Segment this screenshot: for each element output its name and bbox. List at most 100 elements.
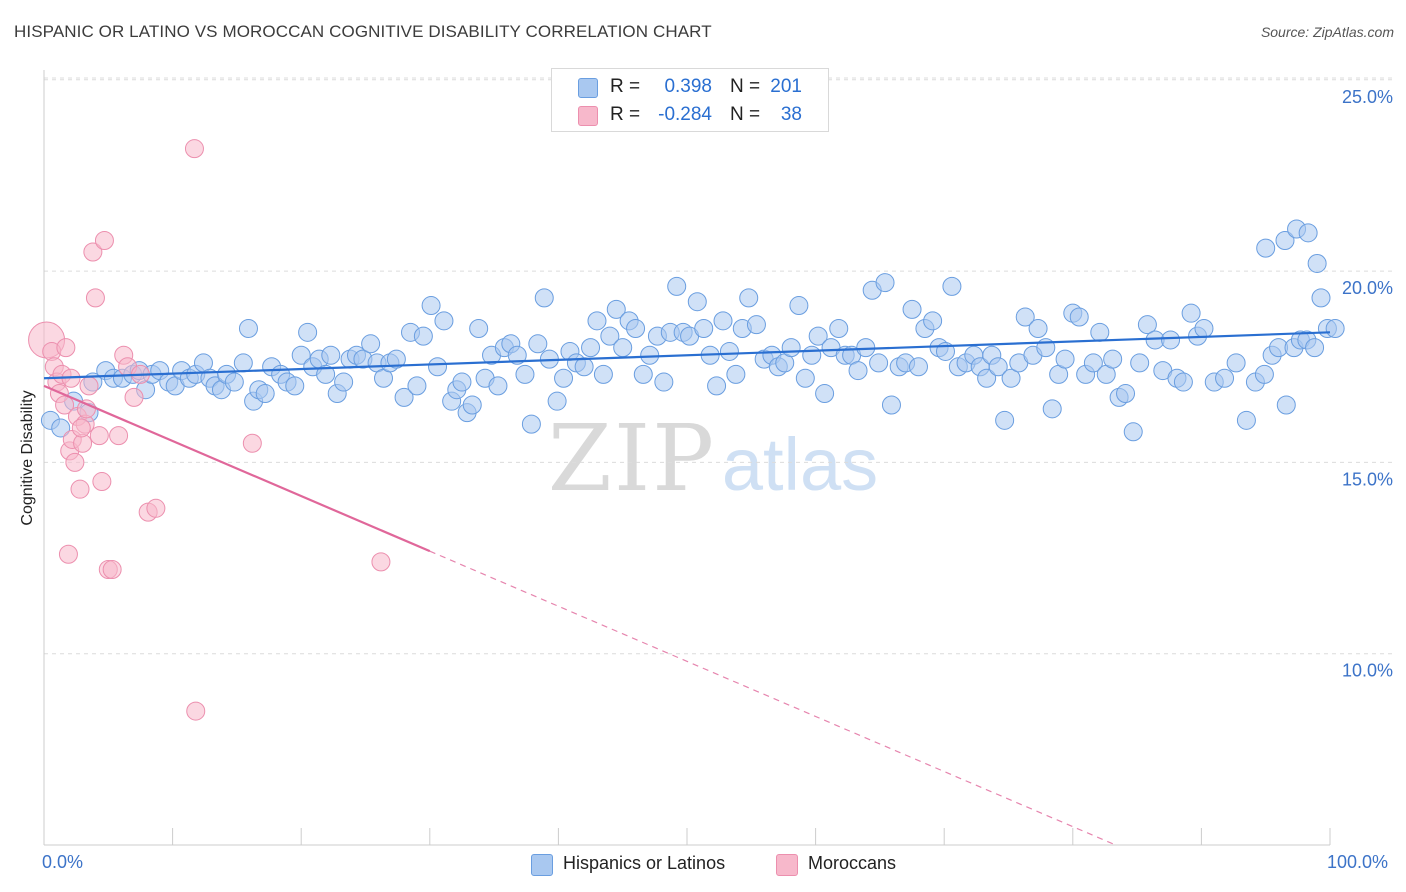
hispanic-point [1298, 223, 1318, 243]
hispanic-point [942, 276, 962, 296]
hispanic-point [528, 334, 548, 354]
hispanic-point [255, 384, 275, 404]
y-tick-label: 25.0% [1342, 87, 1393, 107]
hispanic-point [587, 311, 607, 331]
hispanic-point [334, 372, 354, 392]
hispanic-point [291, 345, 311, 365]
bottom-legend-swatch-moroccans [776, 854, 798, 876]
hispanic-point [908, 357, 928, 377]
hispanic-point [428, 357, 448, 377]
hispanic-point [606, 299, 626, 319]
hispanic-point [469, 318, 489, 338]
moroccan-point [79, 376, 99, 396]
hispanic-point [875, 273, 895, 293]
hispanic-point [726, 364, 746, 384]
hispanic-point [534, 288, 554, 308]
hispanic-point [923, 311, 943, 331]
moroccan-point [70, 479, 90, 499]
hispanic-point [654, 372, 674, 392]
hispanic-point [1069, 307, 1089, 327]
hispanic-point [977, 368, 997, 388]
hispanic-point [640, 345, 660, 365]
hispanic-point [988, 357, 1008, 377]
moroccan-point [56, 338, 76, 358]
legend-r-value: 0.398 [664, 76, 712, 97]
hispanic-point [1083, 353, 1103, 373]
hispanic-point [452, 372, 472, 392]
hispanic-point [829, 318, 849, 338]
hispanic-point [808, 326, 828, 346]
legend-r-label: R = [610, 76, 641, 97]
y-tick-label: 15.0% [1342, 469, 1393, 489]
hispanic-point [554, 368, 574, 388]
hispanic-point [593, 364, 613, 384]
legend-r-value: -0.284 [658, 104, 712, 125]
source-label: Source: ZipAtlas.com [1260, 24, 1394, 40]
hispanic-point [719, 341, 739, 361]
y-axis-label: Cognitive Disability [19, 390, 36, 526]
hispanic-point [1161, 330, 1181, 350]
legend-r-label: R = [610, 104, 641, 125]
hispanic-point [1090, 322, 1110, 342]
moroccan-point [55, 395, 75, 415]
hispanic-point [633, 364, 653, 384]
legend-row-moroccans: R = -0.284 N = 38 [552, 101, 828, 129]
hispanic-point [421, 296, 441, 316]
hispanic-point [1116, 384, 1136, 404]
chart-title: HISPANIC OR LATINO VS MOROCCAN COGNITIVE… [14, 22, 712, 41]
hispanic-point [781, 338, 801, 358]
x-tick-label-left: 0.0% [42, 852, 84, 872]
hispanic-point [386, 349, 406, 369]
hispanic-point [707, 376, 727, 396]
hispanic-point [1215, 368, 1235, 388]
hispanic-point [848, 361, 868, 381]
watermark-atlas: atlas [722, 423, 878, 506]
moroccan-point [242, 433, 262, 453]
hispanic-point [285, 376, 305, 396]
hispanic-point [394, 387, 414, 407]
hispanic-point [1325, 318, 1345, 338]
hispanic-point [713, 311, 733, 331]
hispanic-point [515, 364, 535, 384]
hispanic-point [1103, 349, 1123, 369]
hispanic-point [298, 322, 318, 342]
hispanic-point [626, 318, 646, 338]
correlation-legend: R = 0.398 N = 201 R = -0.284 N = 38 [551, 68, 829, 132]
legend-n-label: N = [730, 76, 761, 97]
moroccan-point [371, 552, 391, 572]
y-tick-label: 10.0% [1342, 661, 1393, 681]
bottom-legend-swatch-hispanics [531, 854, 553, 876]
watermark-zip: ZIP [548, 405, 716, 512]
hispanic-point [1194, 318, 1214, 338]
moroccan-trend-extension [429, 550, 1116, 846]
hispanic-point [694, 318, 714, 338]
moroccan-point [124, 387, 144, 407]
hispanic-point [1055, 349, 1075, 369]
hispanic-point [413, 326, 433, 346]
hispanic-point [51, 418, 71, 438]
hispanic-point [361, 334, 381, 354]
legend-swatch-moroccans [578, 106, 598, 126]
hispanic-point [1305, 338, 1325, 358]
hispanic-point [574, 357, 594, 377]
hispanic-point [1028, 318, 1048, 338]
legend-n-value: 201 [770, 76, 802, 97]
hispanic-point [233, 353, 253, 373]
hispanic-point [881, 395, 901, 415]
hispanic-point [462, 395, 482, 415]
moroccan-point [65, 452, 85, 472]
hispanic-trend-line [43, 331, 1331, 380]
hispanic-point [547, 391, 567, 411]
hispanic-point [488, 376, 508, 396]
hispanic-point [1276, 395, 1296, 415]
hispanic-point [789, 296, 809, 316]
hispanic-point [739, 288, 759, 308]
bottom-legend-label: Moroccans [808, 853, 897, 873]
hispanic-point [1173, 372, 1193, 392]
hispanic-point [815, 384, 835, 404]
hispanic-point [1236, 410, 1256, 430]
hispanic-point [687, 292, 707, 312]
moroccan-trend-line [43, 384, 431, 553]
hispanic-point [1275, 230, 1295, 250]
